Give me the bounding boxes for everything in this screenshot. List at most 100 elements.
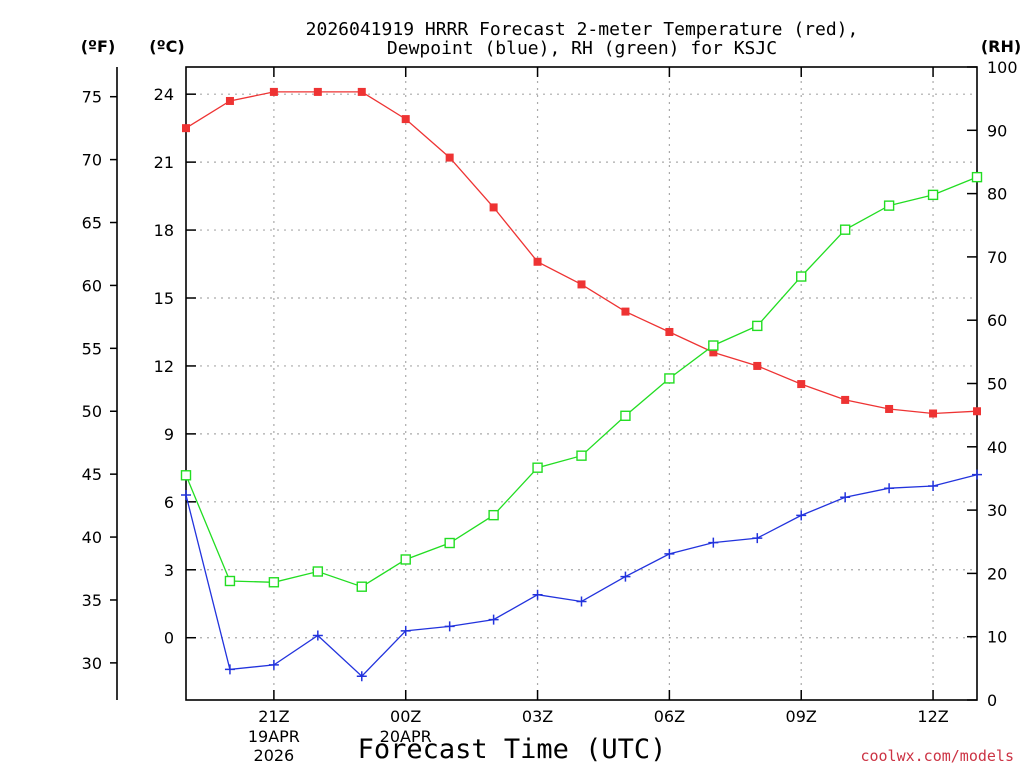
rh-point (971, 171, 983, 183)
fahrenheit-tick-label: 75 (82, 88, 102, 107)
rh-point (312, 566, 324, 577)
x-tick-label: 03Z (522, 707, 553, 726)
temperature-point (753, 361, 762, 370)
celsius-unit-label: (ºC) (149, 37, 184, 56)
temperature-point (841, 395, 850, 404)
x-tick-label: 09Z (786, 707, 817, 726)
rh-point (180, 470, 192, 481)
temperature-point (621, 307, 630, 316)
temperature-point (489, 203, 498, 212)
celsius-tick-label: 15 (154, 289, 174, 308)
x-tick-label: 21Z (258, 707, 289, 726)
credit-text: coolwx.com/models (860, 747, 1014, 765)
temperature-point (797, 380, 806, 389)
rh-point (576, 450, 587, 461)
dewpoint-point (268, 659, 279, 670)
rh-point (356, 581, 367, 592)
x-tick-date-label: 19APR (248, 727, 300, 746)
chart-title-line2: Dewpoint (blue), RH (green) for KSJC (387, 38, 777, 59)
rh-tick-label: 70 (987, 248, 1007, 267)
celsius-tick-label: 18 (154, 221, 174, 240)
fahrenheit-tick-label: 70 (82, 151, 102, 170)
dewpoint-point (664, 548, 675, 559)
dewpoint-point (444, 621, 455, 632)
rh-tick-label: 90 (987, 121, 1007, 140)
fahrenheit-unit-label: (ºF) (81, 37, 116, 56)
temperature-point (445, 153, 454, 162)
rh-point (839, 224, 851, 235)
temperature-point (665, 327, 674, 336)
fahrenheit-tick-label: 65 (82, 214, 102, 233)
rh-point (268, 577, 280, 588)
dewpoint-point (576, 596, 587, 607)
rh-point (664, 373, 675, 384)
celsius-tick-label: 3 (164, 561, 174, 580)
rh-point (400, 554, 411, 565)
rh-point (752, 320, 763, 332)
celsius-tick-label: 24 (154, 85, 174, 104)
dewpoint-point (224, 664, 235, 675)
temperature-point (533, 257, 542, 266)
temperature-point (973, 407, 981, 416)
rh-point (708, 340, 719, 351)
dewpoint-point (796, 510, 807, 521)
rh-tick-label: 100 (987, 58, 1018, 77)
dewpoint-point (752, 533, 763, 544)
x-tick-year-label: 2026 (254, 746, 295, 765)
rh-tick-label: 50 (987, 375, 1007, 394)
x-tick-label: 12Z (917, 707, 948, 726)
rh-tick-label: 10 (987, 628, 1007, 647)
dewpoint-point (488, 614, 499, 625)
fahrenheit-tick-label: 40 (82, 528, 102, 547)
rh-point (488, 509, 499, 521)
temperature-point (269, 87, 278, 96)
celsius-tick-label: 21 (154, 153, 174, 172)
rh-point (883, 200, 895, 211)
rh-tick-label: 20 (987, 564, 1007, 583)
dewpoint-point (532, 589, 543, 600)
fahrenheit-tick-label: 55 (82, 339, 102, 358)
chart-title-line1: 2026041919 HRRR Forecast 2-meter Tempera… (306, 19, 859, 40)
rh-point (444, 537, 455, 549)
dewpoint-point (620, 571, 631, 582)
temperature-point (401, 115, 410, 124)
temperature-point (577, 280, 586, 289)
dewpoint-line (185, 474, 978, 678)
dewpoint-point (312, 630, 323, 641)
x-tick-label: 06Z (654, 707, 685, 726)
rh-tick-label: 40 (987, 438, 1007, 457)
celsius-tick-label: 9 (164, 425, 174, 444)
temperature-point (357, 87, 366, 96)
rh-tick-label: 30 (987, 501, 1007, 520)
rh-unit-label: (RH) (981, 37, 1021, 56)
rh-point (224, 575, 236, 587)
series-layer (180, 87, 983, 682)
dewpoint-point (181, 490, 191, 501)
dewpoint-point (708, 537, 719, 548)
dewpoint-point (356, 671, 367, 682)
dewpoint-point (972, 469, 982, 480)
celsius-tick-label: 0 (164, 629, 174, 648)
temperature-point (225, 96, 234, 105)
celsius-tick-label: 12 (154, 357, 174, 376)
temperature-point (182, 124, 190, 133)
rh-tick-label: 80 (987, 185, 1007, 204)
temperature-line (185, 91, 978, 415)
fahrenheit-tick-label: 35 (82, 591, 102, 610)
x-tick-label: 00Z (390, 707, 421, 726)
temperature-point (929, 409, 938, 418)
temperature-point (885, 404, 894, 413)
temperature-point (709, 348, 718, 357)
x-axis-title: Forecast Time (UTC) (358, 734, 667, 765)
temperature-point (313, 87, 322, 96)
rh-tick-label: 0 (987, 691, 997, 710)
rh-point (532, 462, 543, 473)
x-tick-date-label: 20APR (380, 727, 432, 746)
fahrenheit-tick-label: 60 (82, 276, 102, 295)
fahrenheit-tick-label: 30 (82, 654, 102, 673)
rh-point (796, 271, 807, 282)
rh-line (185, 176, 978, 588)
fahrenheit-tick-label: 45 (82, 465, 102, 484)
